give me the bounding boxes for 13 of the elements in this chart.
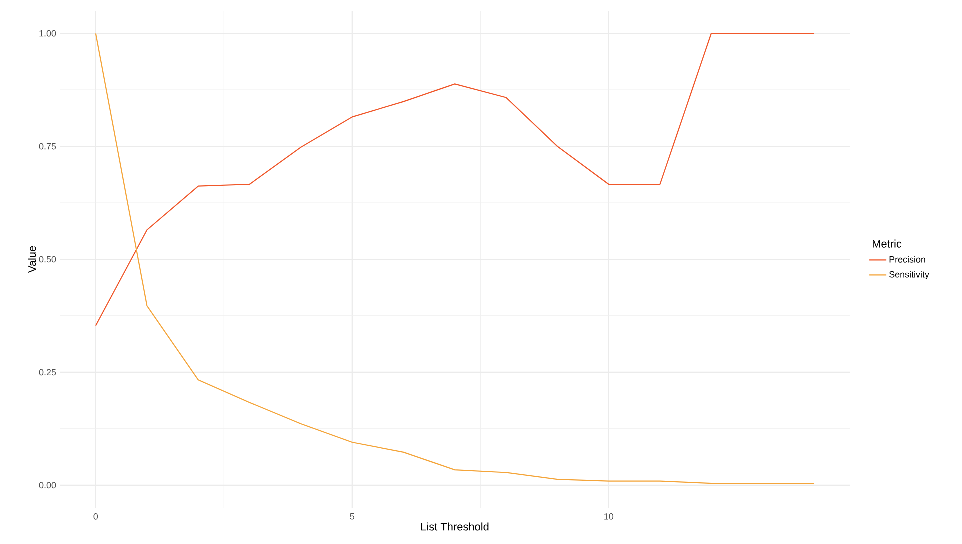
y-tick-label: 0.00 bbox=[39, 482, 56, 489]
y-tick-label: 0.25 bbox=[39, 369, 56, 376]
x-axis-title: List Threshold bbox=[421, 522, 489, 531]
y-tick-label: 0.50 bbox=[39, 256, 56, 263]
legend-label: Precision bbox=[890, 256, 926, 263]
x-tick-label: 10 bbox=[604, 514, 614, 520]
x-tick-label: 5 bbox=[350, 514, 355, 520]
x-tick-label: 0 bbox=[94, 514, 98, 520]
y-tick-label: 0.75 bbox=[39, 143, 56, 150]
legend-label: Sensitivity bbox=[890, 271, 930, 280]
legend-title: Metric bbox=[873, 240, 902, 248]
y-tick-label: 1.00 bbox=[40, 30, 56, 37]
y-axis-title: Value bbox=[28, 246, 36, 274]
